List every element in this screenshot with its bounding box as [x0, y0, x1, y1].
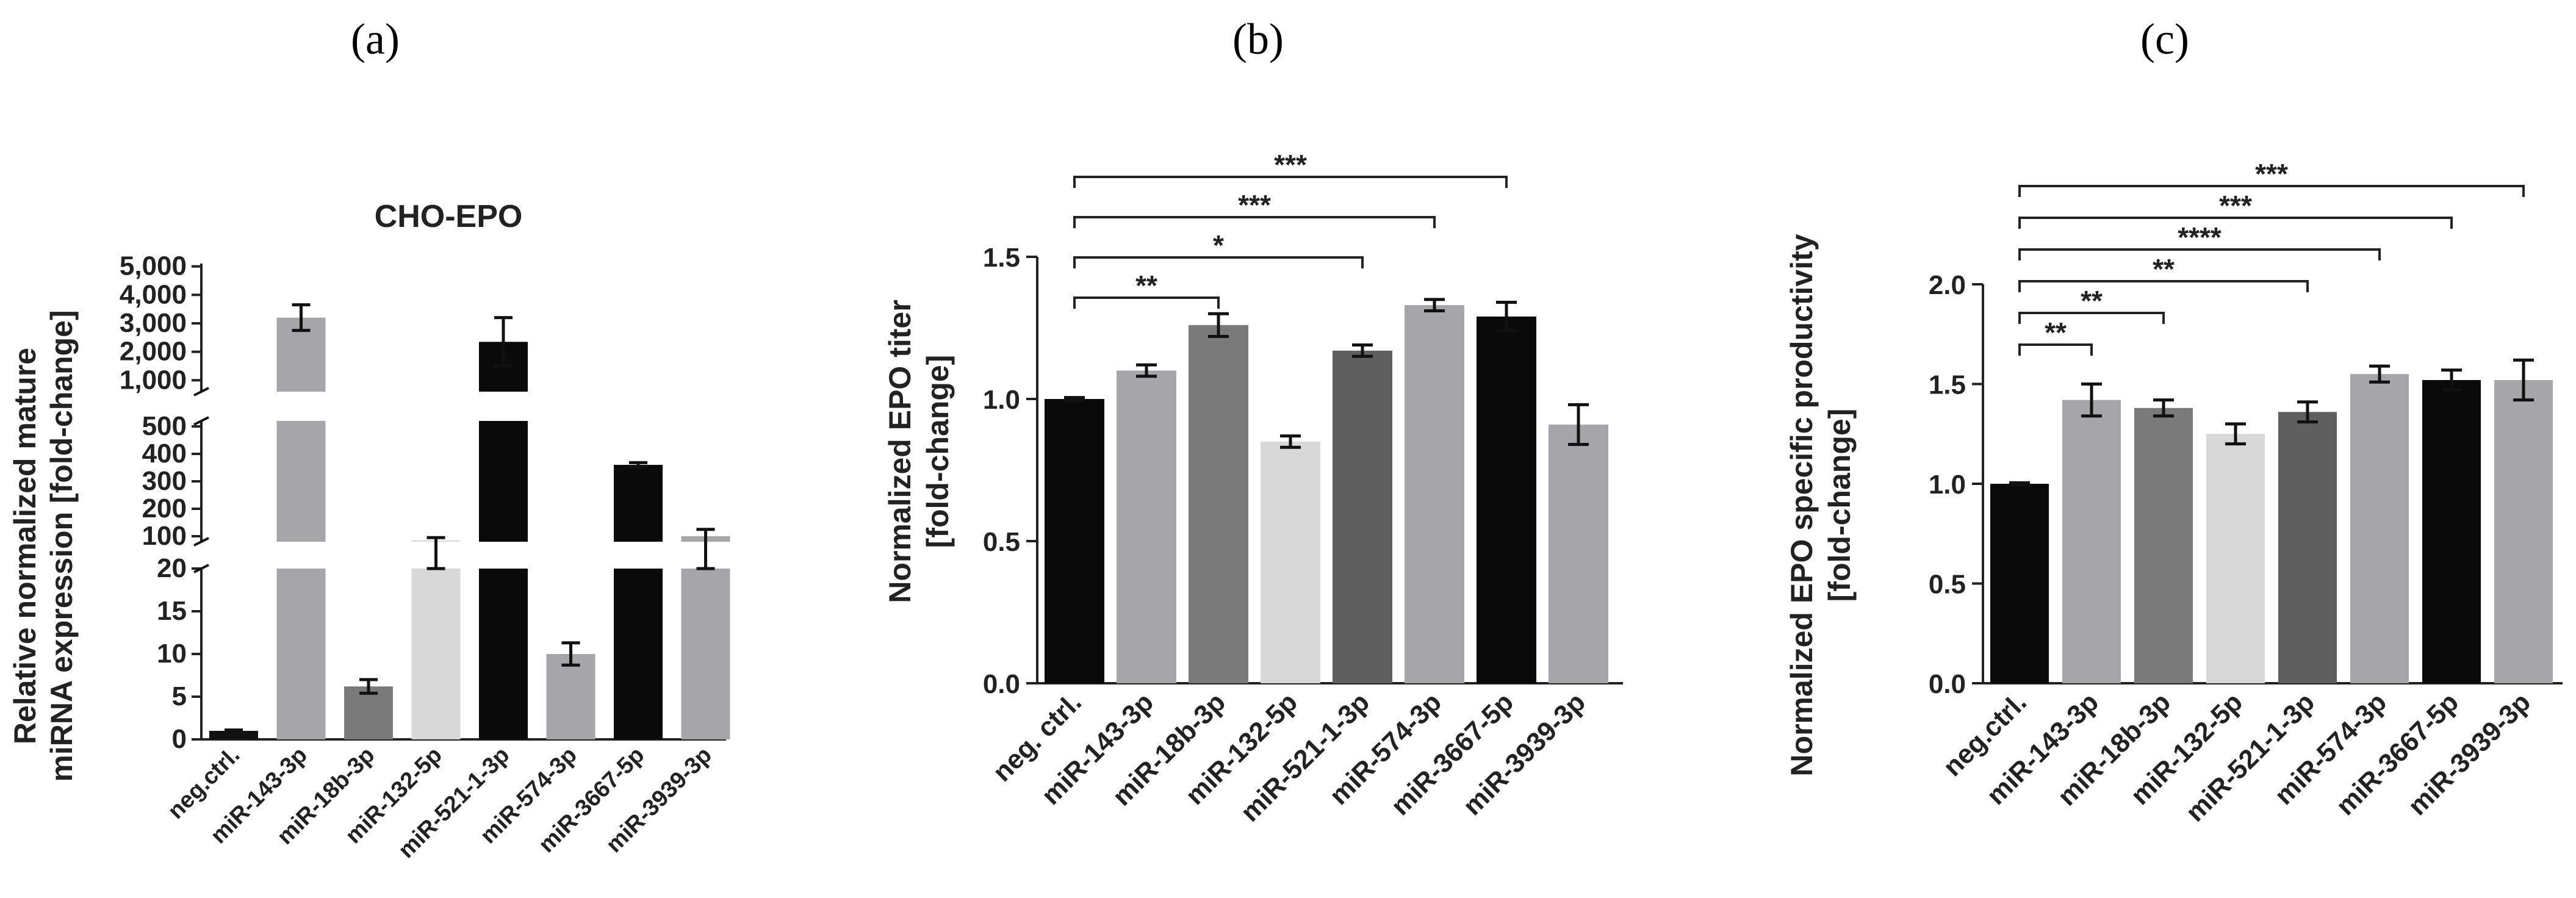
panel-c-significance-bracket [2018, 280, 2309, 292]
panel-c-significance-bracket [2018, 217, 2453, 229]
panel-b-bar [1189, 325, 1248, 683]
panel-a-y-tick-label: 100 [142, 521, 187, 551]
panel-a-bar [344, 686, 393, 739]
panel-c-bar [2278, 412, 2337, 683]
panel-c-significance-bracket [2018, 185, 2525, 197]
panel-b-significance: ********* [1073, 149, 1508, 309]
panel-b-label: (b) [1232, 15, 1284, 63]
panel-c-significance-label: *** [2255, 158, 2288, 190]
panel-a-y-tick-label: 500 [142, 411, 187, 441]
panel-a-y-tick-label: 20 [157, 553, 187, 583]
panel-c-y-tick-label: 0.0 [1929, 669, 1966, 699]
panel-b-significance-bracket [1073, 296, 1220, 309]
panel-a-bar [411, 569, 461, 739]
panel-a-y-tick-label: 0 [172, 724, 187, 754]
panel-c-bars [1990, 358, 2553, 683]
panel-b-bar [1261, 441, 1320, 683]
panel-c-ylabel-line1: Normalized EPO specific productivity [1785, 234, 1819, 776]
panel-a-y-tick-label: 5 [172, 681, 187, 711]
panel-c-significance-bracket [2018, 248, 2381, 260]
panel-a-y-tick-label: 4,000 [120, 279, 187, 309]
panel-a-ylabel-line1: Relative normalized mature [8, 348, 42, 744]
panel-c-significance: **************** [2018, 158, 2525, 356]
panel-c-significance-label: **** [2178, 221, 2222, 253]
panel-c-bar [2134, 408, 2193, 683]
panel-c-bar [2062, 400, 2121, 683]
panel-a-bar [614, 569, 663, 739]
panel-a-title: CHO-EPO [375, 199, 523, 234]
panel-b-y-tick-label: 0.5 [983, 527, 1020, 557]
panel-b-significance-label: * [1213, 229, 1224, 261]
panel-a-y-tick-label: 3,000 [120, 308, 187, 338]
panel-a-bar [479, 421, 528, 542]
panel-b-significance-bracket [1073, 176, 1508, 188]
panel-c-label: (c) [2140, 15, 2189, 63]
panel-a-y-tick-label: 10 [157, 639, 187, 669]
panel-c-ylabel-line2: [fold-change] [1822, 409, 1857, 602]
panel-c-significance-label: ** [2153, 253, 2175, 285]
panel-a-y-tick-label: 200 [142, 494, 187, 523]
panel-b-bar [1549, 424, 1608, 683]
panel-a-y-tick-label: 2,000 [120, 337, 187, 367]
panel-c-bar [2494, 379, 2553, 683]
panel-b-significance-label: ** [1135, 270, 1157, 301]
panel-b-significance-label: *** [1238, 189, 1271, 221]
panel-b-y-tick-label: 1.5 [983, 243, 1020, 273]
panel-a-bar [276, 421, 326, 542]
panel-a-y-tick-label: 15 [157, 596, 187, 626]
panel-a-ylabel: Relative normalized mature miRNA express… [8, 310, 79, 781]
panel-c-ylabel: Normalized EPO specific productivity [fo… [1785, 234, 1857, 776]
panel-c-significance-label: *** [2219, 190, 2252, 221]
panel-a-bar [614, 465, 663, 542]
panel-b-bar [1117, 370, 1176, 683]
panel-a-ylabel-line2: miRNA expression [fold-change] [45, 310, 79, 781]
panel-b-ylabel-line1: Normalized EPO titer [883, 300, 917, 603]
panel-b-significance-label: *** [1274, 149, 1307, 181]
panel-c-significance-bracket [2018, 312, 2165, 324]
panel-c-bar [1990, 484, 2049, 683]
panel-b-bar [1045, 399, 1104, 683]
panel-b-ylabel-line2: [fold-change] [921, 355, 955, 548]
panel-a-axis-break-mark [193, 387, 209, 397]
panel-b-bar [1405, 305, 1464, 684]
panel-a-bar [546, 654, 595, 739]
panel-a-label: (a) [351, 15, 400, 63]
panel-a-bar [209, 731, 258, 739]
panel-c-significance-label: ** [2045, 317, 2067, 348]
panel-c-bar [2350, 374, 2409, 683]
panel-c-y-tick-label: 1.0 [1929, 470, 1966, 500]
panel-a-axis-break-mark [193, 564, 209, 573]
panel-b-y-tick-label: 0.0 [983, 669, 1020, 699]
panel-c-bar [2206, 434, 2265, 683]
panel-a-y-tick-label: 1,000 [120, 365, 187, 395]
panel-b-bar [1333, 350, 1392, 683]
panel-c-y-tick-label: 2.0 [1929, 270, 1966, 300]
panel-b-significance-bracket [1073, 256, 1364, 268]
panel-a-y-tick-label: 300 [142, 466, 187, 496]
panel-b-y-tick-label: 1.0 [983, 385, 1020, 415]
panel-a-bar [479, 569, 528, 739]
panel-c-significance-bracket [2018, 343, 2093, 356]
panel-c-y-tick-label: 0.5 [1929, 570, 1966, 600]
panel-a-y-tick-label: 5,000 [120, 251, 187, 281]
panel-a-axis-break-mark [193, 537, 209, 547]
panel-a-bar [276, 569, 326, 739]
panel-c-bar [2422, 379, 2481, 683]
panel-a-axis-break-mark [193, 416, 209, 426]
panel-b-bars [1045, 298, 1608, 684]
panel-c-significance-label: ** [2081, 285, 2103, 317]
panel-b-ylabel: Normalized EPO titer [fold-change] [883, 300, 955, 603]
panel-a-y-tick-label: 400 [142, 439, 187, 469]
panel-c-y-tick-label: 1.5 [1929, 370, 1966, 400]
panel-a-bar [681, 569, 730, 739]
panel-b-significance-bracket [1073, 216, 1436, 228]
panel-a-bars [209, 303, 730, 739]
panel-b-bar [1477, 316, 1536, 683]
